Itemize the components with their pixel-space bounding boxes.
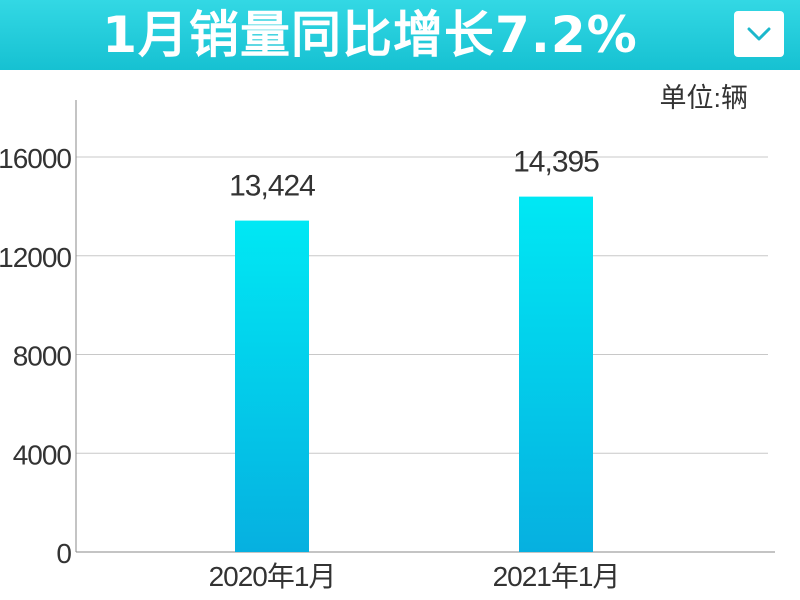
bar-2 — [519, 196, 593, 552]
data-label: 14,395 — [513, 146, 599, 179]
y-tick-label: 0 — [56, 538, 71, 569]
y-tick-label: 12000 — [0, 242, 71, 273]
bars — [235, 196, 593, 552]
chart-title: 1月销量同比增长7.2% — [102, 6, 638, 64]
data-label: 13,424 — [229, 170, 315, 203]
y-tick-label: 8000 — [13, 341, 72, 372]
gridlines — [76, 156, 768, 454]
dropdown-toggle-button[interactable] — [734, 11, 784, 57]
x-category-label: 2021年1月 — [493, 561, 620, 592]
unit-label: 单位:辆 — [659, 83, 748, 113]
bar-1 — [235, 220, 309, 552]
axes — [75, 100, 775, 553]
y-tick-label: 16000 — [0, 143, 71, 174]
title-banner: 1月销量同比增长7.2% — [0, 0, 800, 70]
y-tick-label: 4000 — [13, 439, 72, 470]
chevron-down-icon — [747, 27, 771, 41]
labels: 0 4000 8000 12000 16000 13,424 2020年1月 14,395 20… — [0, 143, 620, 592]
x-category-label: 2020年1月 — [209, 561, 336, 592]
